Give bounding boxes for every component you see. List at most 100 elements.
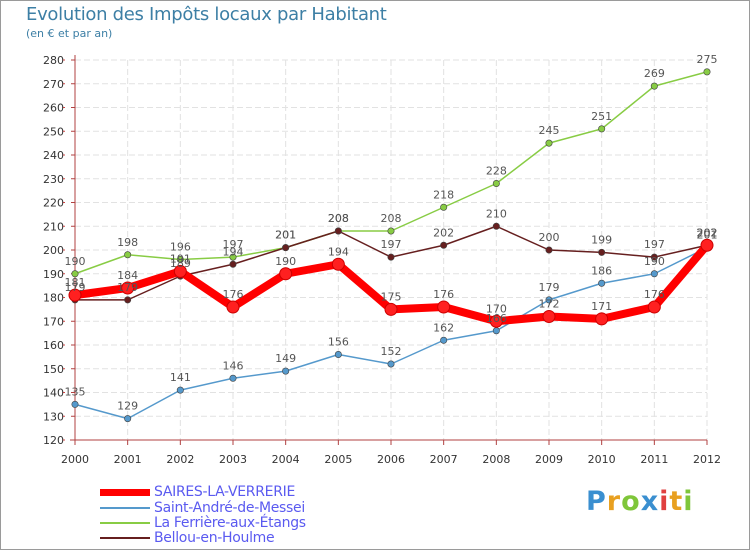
x-tick-label: 2009 <box>535 453 563 466</box>
data-labels: 181 184 191 176 190 194 175 176 170 172 171 176 202 1… <box>65 53 718 413</box>
data-label-saint-andre: 146 <box>223 359 244 372</box>
x-tick-label: 2011 <box>640 453 668 466</box>
x-tick-label: 2012 <box>693 453 721 466</box>
legend-label-bellou: Bellou-en-Houlme <box>154 530 275 546</box>
data-label-bellou: 197 <box>644 238 665 251</box>
data-label-saires: 191 <box>170 252 191 265</box>
point-saires <box>68 288 82 302</box>
logo-letter: r <box>606 486 622 517</box>
point-saint-andre <box>229 374 237 382</box>
data-label-saint-andre: 190 <box>644 255 665 268</box>
y-tick-label: 180 <box>43 292 64 305</box>
x-tick-label: 2010 <box>588 453 616 466</box>
data-label-bellou: 194 <box>223 245 244 258</box>
data-label-saires: 176 <box>644 288 665 301</box>
data-label-bellou: 199 <box>591 233 612 246</box>
data-label-saires: 194 <box>328 245 349 258</box>
data-label-bellou: 200 <box>539 231 560 244</box>
point-la-ferriere <box>492 180 500 188</box>
y-tick-label: 120 <box>43 434 64 447</box>
logo-letter: x <box>640 486 660 517</box>
point-saires <box>384 302 398 316</box>
logo-letter: t <box>669 486 684 517</box>
point-saires <box>226 300 240 314</box>
legend-item-bellou: Bellou-en-Houlme <box>100 530 275 546</box>
point-saint-andre <box>440 336 448 344</box>
point-la-ferriere <box>545 139 553 147</box>
point-la-ferriere <box>387 227 395 235</box>
point-saires <box>489 314 503 328</box>
point-saires <box>700 238 714 252</box>
point-saires <box>331 257 345 271</box>
data-label-la-ferriere: 245 <box>539 124 560 137</box>
y-tick-label: 270 <box>43 78 64 91</box>
point-la-ferriere <box>440 203 448 211</box>
data-label-la-ferriere: 208 <box>381 212 402 225</box>
point-bellou <box>387 253 395 261</box>
y-tick-label: 210 <box>43 220 64 233</box>
point-saires <box>173 264 187 278</box>
data-label-saint-andre: 156 <box>328 336 349 349</box>
data-label-bellou: 197 <box>381 238 402 251</box>
point-saint-andre <box>598 279 606 287</box>
legend-label-saint-andre: Saint-André-de-Messei <box>154 500 305 516</box>
point-saint-andre <box>545 296 553 304</box>
x-tick-label: 2006 <box>377 453 405 466</box>
data-label-la-ferriere: 201 <box>275 229 296 242</box>
data-label-bellou: 210 <box>486 207 507 220</box>
y-tick-label: 160 <box>43 339 64 352</box>
point-saint-andre <box>387 360 395 368</box>
y-tick-label: 250 <box>43 125 64 138</box>
legend-label-saires: SAIRES-LA-VERRERIE <box>154 484 296 500</box>
data-label-la-ferriere: 196 <box>170 241 191 254</box>
point-saires <box>542 310 556 323</box>
data-label-bellou: 179 <box>117 281 138 294</box>
proxiti-logo: Proxiti <box>586 486 694 517</box>
legend-swatch-saires <box>100 488 150 496</box>
y-tick-label: 200 <box>43 244 64 257</box>
legend-item-saint-andre: Saint-André-de-Messei <box>100 500 305 516</box>
point-saint-andre <box>334 350 342 358</box>
y-tick-label: 140 <box>43 387 64 400</box>
x-tick-label: 2002 <box>166 453 194 466</box>
point-bellou <box>650 253 658 261</box>
chart-title: Evolution des Impôts locaux par Habitant <box>26 4 387 25</box>
y-tick-label: 170 <box>43 315 64 328</box>
y-tick-label: 280 <box>43 54 64 67</box>
data-label-bellou: 179 <box>65 281 86 294</box>
data-label-saires: 202 <box>697 226 718 239</box>
y-tick-label: 230 <box>43 173 64 186</box>
data-label-la-ferriere: 251 <box>591 110 612 123</box>
data-label-saint-andre: 166 <box>486 312 507 325</box>
x-tick-label: 2005 <box>324 453 352 466</box>
data-label-saint-andre: 141 <box>170 371 191 384</box>
data-label-saires: 176 <box>223 288 244 301</box>
y-tick-label: 240 <box>43 149 64 162</box>
x-tick-label: 2001 <box>114 453 142 466</box>
data-label-la-ferriere: 198 <box>117 236 138 249</box>
y-tick-label: 220 <box>43 197 64 210</box>
data-label-saires: 184 <box>117 269 138 282</box>
data-label-saires: 181 <box>65 276 86 289</box>
data-label-la-ferriere: 218 <box>433 188 454 201</box>
data-label-la-ferriere: 197 <box>223 238 244 251</box>
point-la-ferriere <box>71 270 79 278</box>
data-label-saires: 170 <box>486 302 507 315</box>
point-la-ferriere <box>229 253 237 261</box>
point-saint-andre <box>124 415 132 423</box>
y-tick-label: 150 <box>43 363 64 376</box>
y-tick-label: 130 <box>43 410 64 423</box>
point-bellou <box>545 246 553 254</box>
logo-letter: P <box>586 486 607 517</box>
data-label-la-ferriere: 269 <box>644 67 665 80</box>
data-label-saint-andre: 129 <box>117 400 138 413</box>
data-label-saires: 172 <box>539 298 560 311</box>
axes: 120 130 140 150 160 170 180 190 200 210 220 230 240 2… <box>43 54 721 466</box>
point-saint-andre <box>71 400 79 408</box>
data-label-saint-andre: 162 <box>433 321 454 334</box>
logo-letter: i <box>683 486 694 517</box>
legend-swatch-saint-andre <box>100 507 150 509</box>
point-saires <box>279 267 293 281</box>
data-label-la-ferriere: 208 <box>328 212 349 225</box>
data-label-saires: 176 <box>433 288 454 301</box>
